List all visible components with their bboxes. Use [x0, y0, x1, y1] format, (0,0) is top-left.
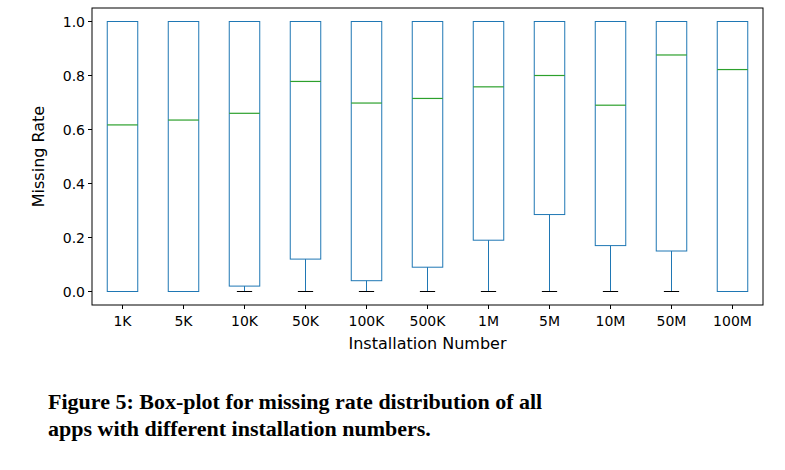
box	[656, 22, 687, 252]
lower-whisker	[488, 240, 489, 291]
x-tick	[305, 305, 306, 309]
x-tick-label: 1M	[478, 313, 499, 329]
y-tick	[88, 75, 92, 76]
x-tick	[671, 305, 672, 309]
x-tick-label: 500K	[410, 313, 447, 329]
y-tick-label: 1.0	[63, 14, 85, 30]
lower-whisker	[366, 281, 367, 292]
x-tick-label: 100K	[349, 313, 386, 329]
x-tick-label: 50M	[657, 313, 687, 329]
lower-whisker	[427, 267, 428, 291]
box	[351, 22, 382, 281]
boxes	[107, 22, 748, 292]
median	[290, 81, 321, 82]
median	[717, 69, 748, 70]
lower-whisker	[305, 259, 306, 291]
median	[168, 119, 199, 120]
min-cap	[481, 291, 496, 292]
y-tick	[88, 183, 92, 184]
box	[717, 22, 748, 292]
median	[229, 113, 260, 114]
y-tick	[88, 129, 92, 130]
y-tick	[88, 291, 92, 292]
min-cap	[420, 291, 435, 292]
box	[473, 22, 504, 241]
y-tick	[88, 237, 92, 238]
lower-whisker	[671, 251, 672, 292]
plot-frame	[92, 8, 763, 305]
box	[534, 22, 565, 215]
x-tick	[183, 305, 184, 309]
median	[107, 124, 138, 125]
x-tick-label: 10K	[231, 313, 259, 329]
median	[412, 98, 443, 99]
x-tick-label: 5M	[539, 313, 560, 329]
y-tick-label: 0.8	[63, 68, 85, 84]
x-tick-label: 100M	[713, 313, 752, 329]
min-cap	[237, 291, 252, 292]
y-tick-label: 0.0	[63, 284, 85, 300]
x-tick	[488, 305, 489, 309]
caption: Figure 5: Box-plot for missing rate dist…	[48, 388, 778, 442]
median	[473, 86, 504, 87]
min-cap	[542, 291, 557, 292]
median	[656, 54, 687, 55]
median	[595, 105, 626, 106]
y-axis-label: Missing Rate	[29, 106, 48, 207]
y-tick-label: 0.6	[63, 122, 85, 138]
x-tick	[610, 305, 611, 309]
x-tick-label: 1K	[113, 313, 132, 329]
box	[107, 22, 138, 292]
x-tick	[732, 305, 733, 309]
y-tick-label: 0.4	[63, 176, 85, 192]
caption-line: Figure 5: Box-plot for missing rate dist…	[48, 388, 778, 415]
box	[229, 22, 260, 287]
lower-whisker	[244, 286, 245, 291]
y-tick	[88, 21, 92, 22]
x-tick	[122, 305, 123, 309]
min-cap	[664, 291, 679, 292]
lower-whisker	[610, 246, 611, 292]
box	[412, 22, 443, 268]
min-cap	[298, 291, 313, 292]
x-tick-label: 5K	[174, 313, 193, 329]
median	[351, 102, 382, 103]
box	[290, 22, 321, 260]
x-tick-label: 50K	[292, 313, 320, 329]
min-cap	[359, 291, 374, 292]
min-cap	[603, 291, 618, 292]
caption-line: apps with different installation numbers…	[48, 415, 778, 442]
x-tick	[549, 305, 550, 309]
x-axis-label: Installation Number	[349, 334, 507, 353]
box	[595, 22, 626, 246]
median	[534, 75, 565, 76]
x-tick-label: 10M	[596, 313, 626, 329]
x-tick	[366, 305, 367, 309]
lower-whisker	[549, 215, 550, 292]
x-tick	[427, 305, 428, 309]
x-tick	[244, 305, 245, 309]
y-tick-label: 0.2	[63, 230, 85, 246]
box	[168, 22, 199, 292]
